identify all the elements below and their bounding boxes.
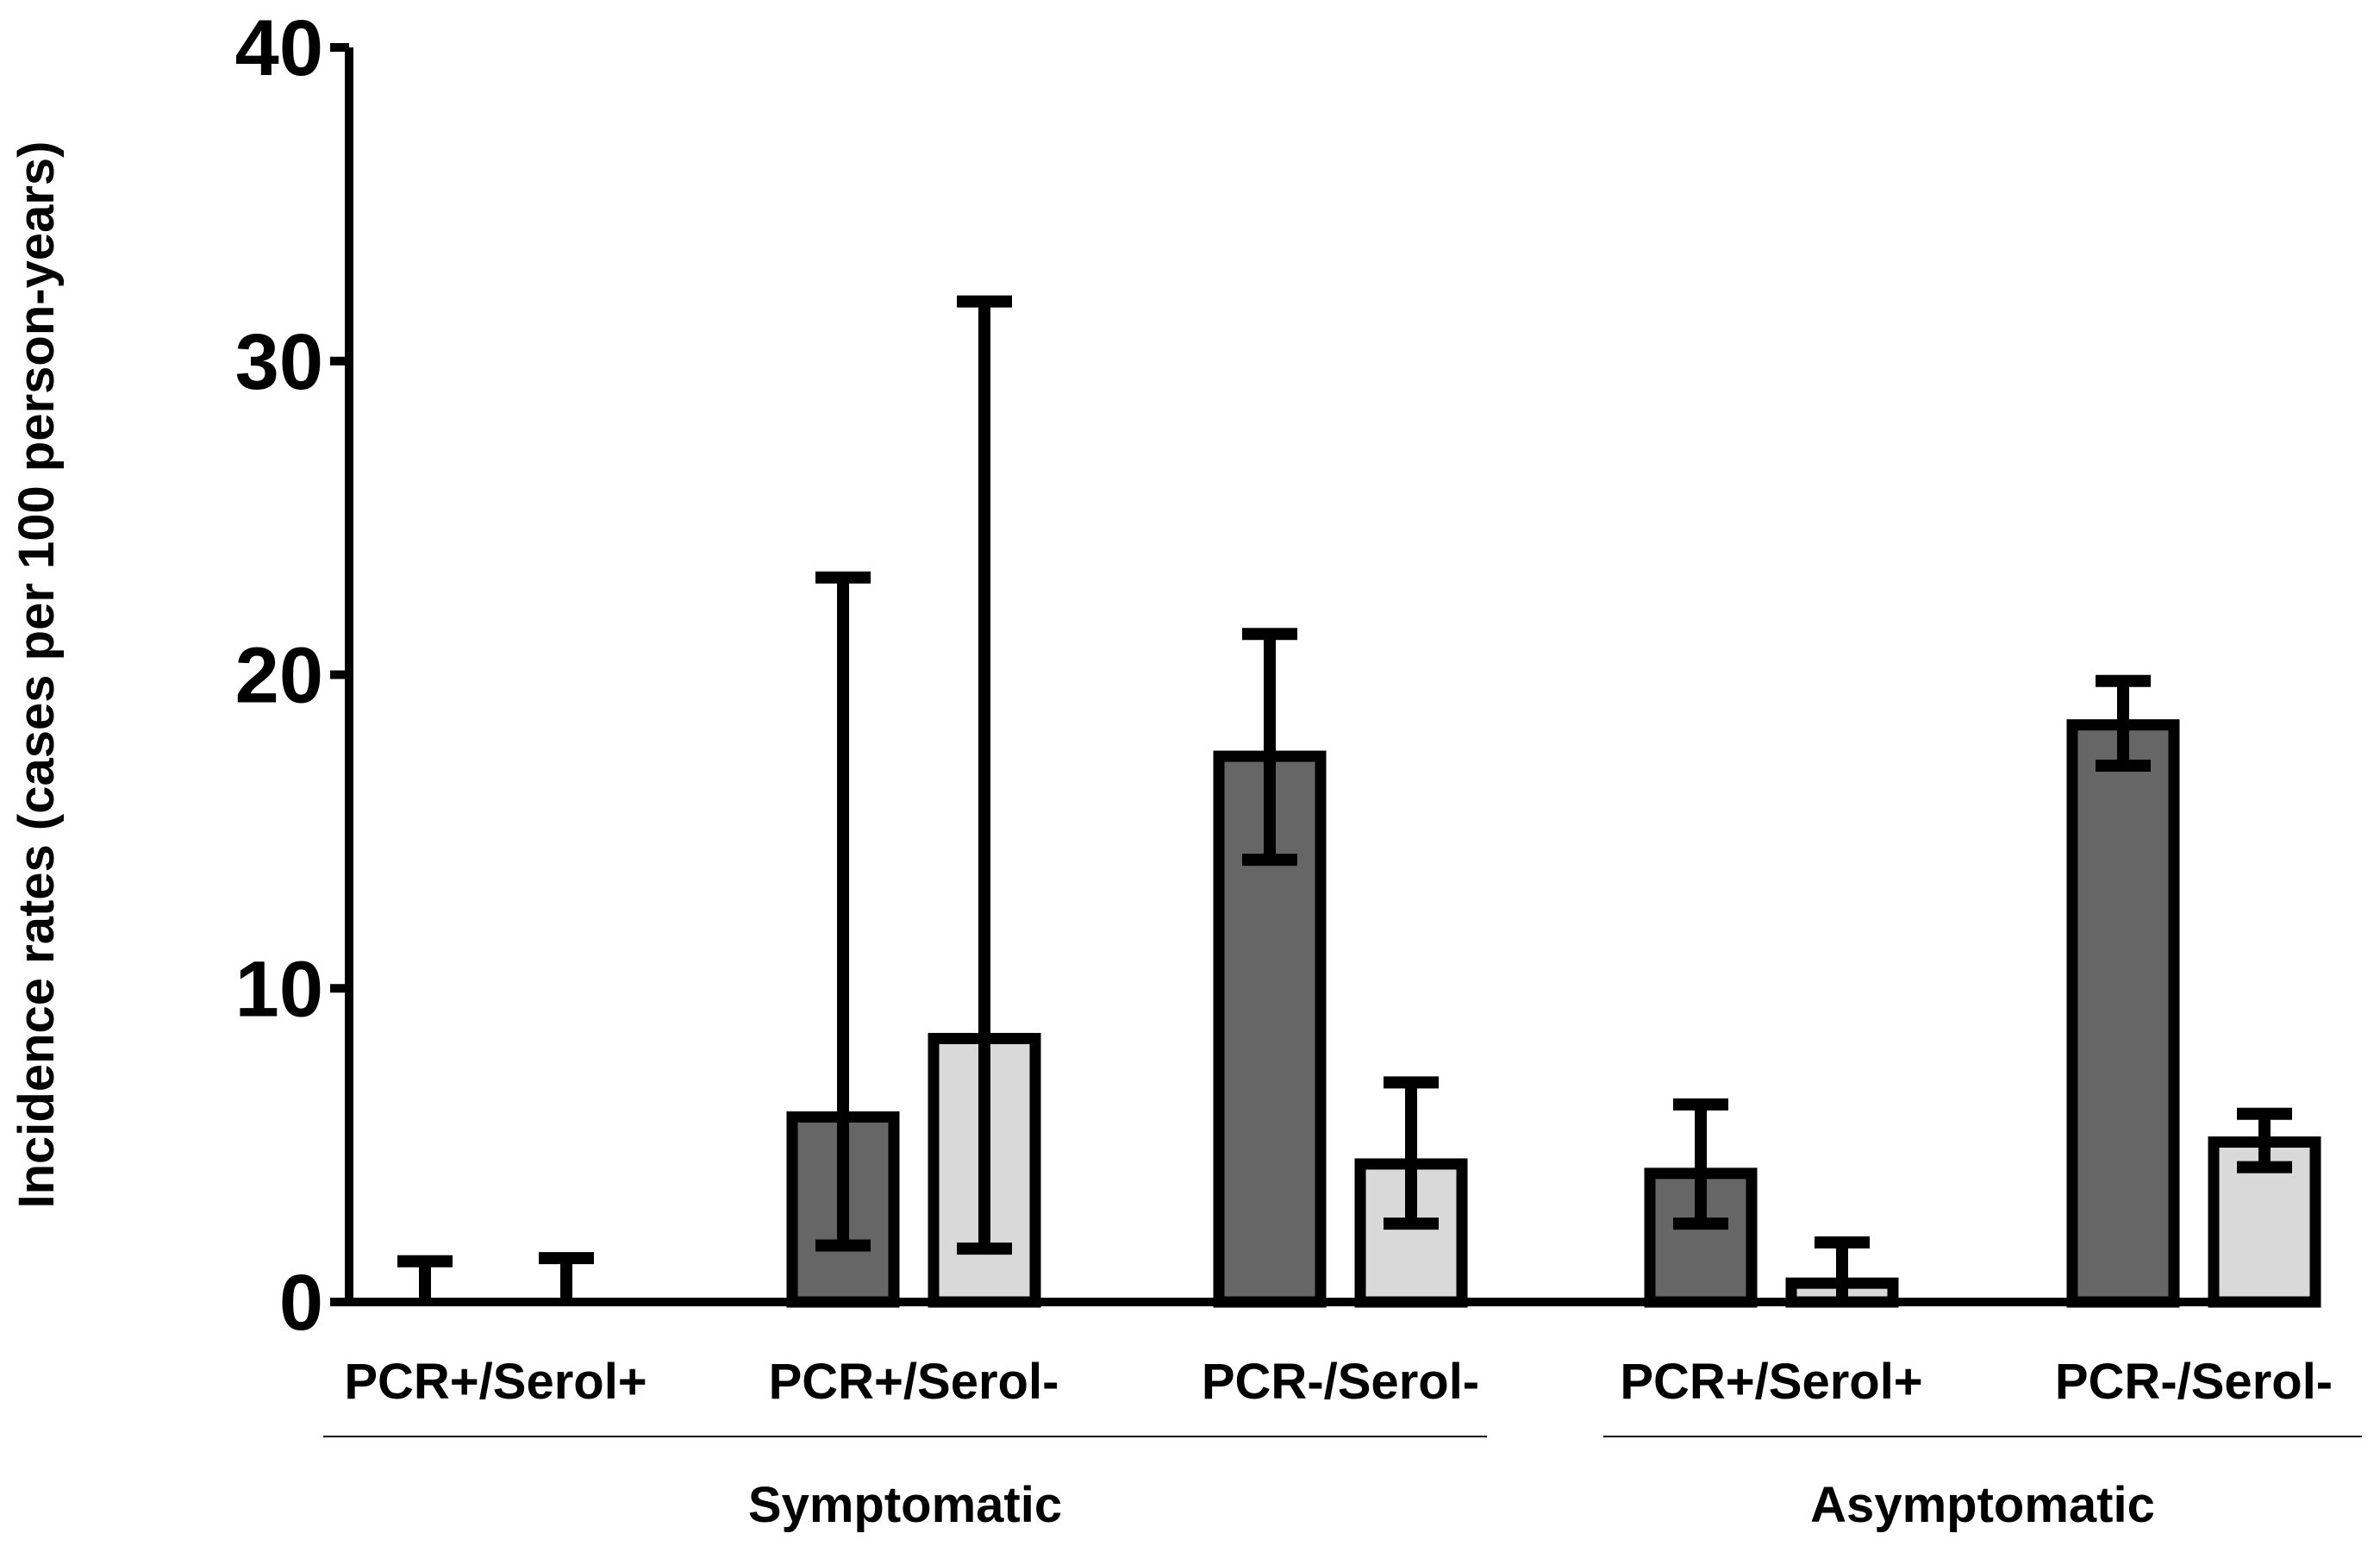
chart-bars bbox=[397, 295, 2321, 1308]
y-axis-label: Incidence rates (cases per 100 person-ye… bbox=[9, 141, 65, 1209]
group-label: Asymptomatic bbox=[1810, 1477, 2155, 1533]
category-label: PCR+/Serol+ bbox=[1620, 1354, 1922, 1410]
y-tick-label: 40 bbox=[235, 4, 323, 92]
chart-axes bbox=[323, 43, 2362, 1437]
group-label: Symptomatic bbox=[748, 1477, 1062, 1533]
y-tick-label: 10 bbox=[235, 945, 323, 1033]
category-label: PCR-/Serol- bbox=[1202, 1354, 1479, 1410]
y-tick-label: 0 bbox=[279, 1259, 323, 1347]
category-label: PCR+/Serol+ bbox=[344, 1354, 647, 1410]
chart-labels: 0 10 20 30 40 Incidence rates (cases per 100 … bbox=[9, 4, 2333, 1533]
category-label: PCR-/Serol- bbox=[2055, 1354, 2333, 1410]
bar-dark bbox=[2066, 719, 2180, 1308]
y-tick-label: 20 bbox=[235, 632, 323, 720]
y-tick-label: 30 bbox=[235, 318, 323, 406]
category-label: PCR+/Serol- bbox=[769, 1354, 1059, 1410]
